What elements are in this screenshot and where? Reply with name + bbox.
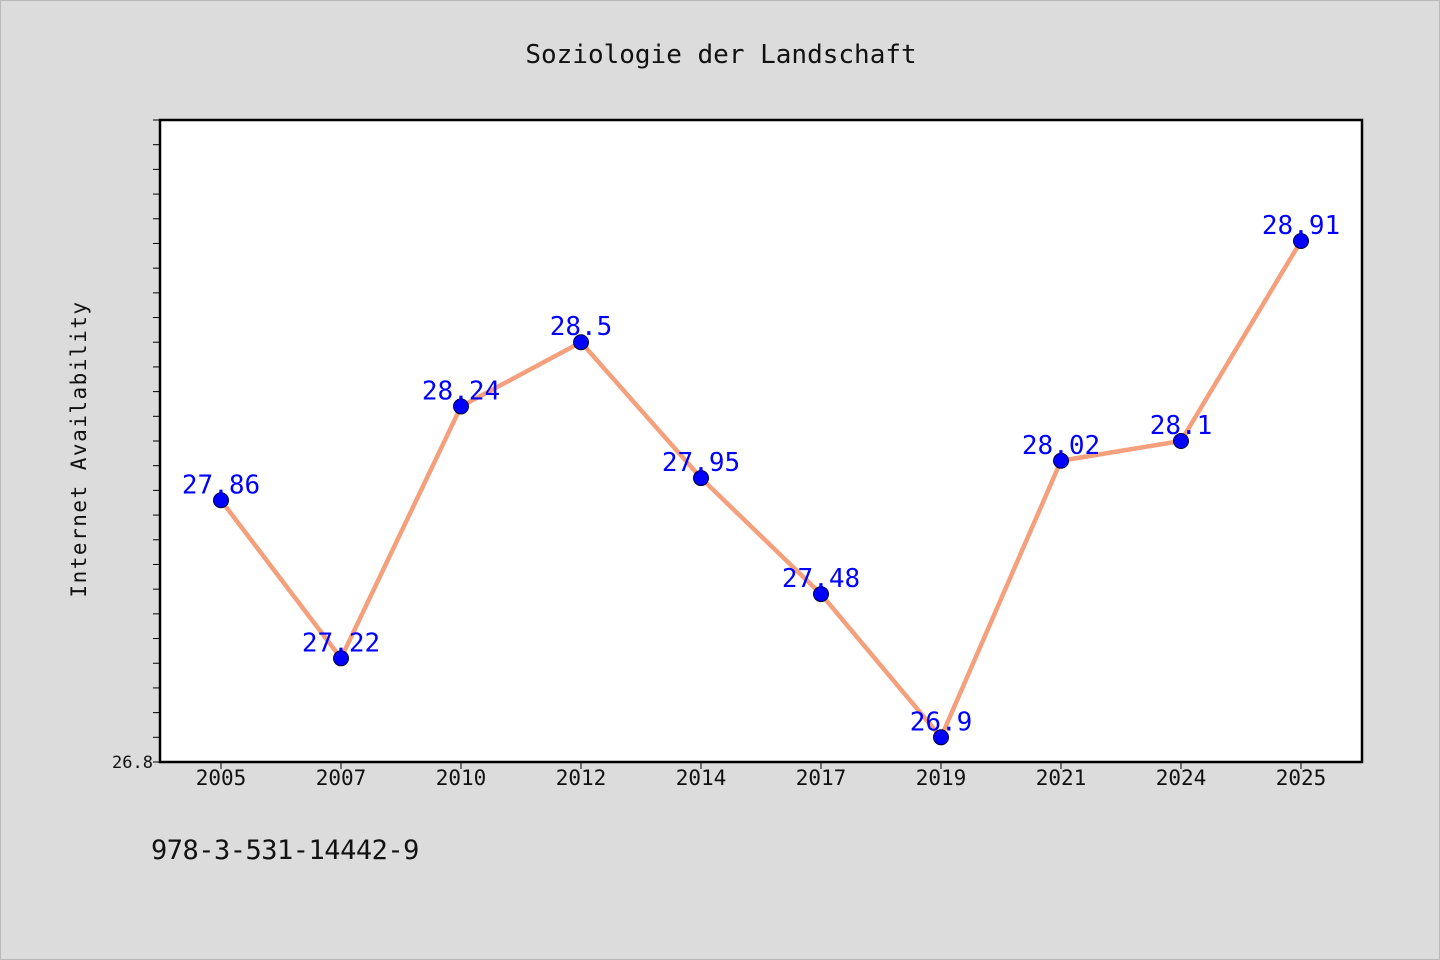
data-label: 27.48: [782, 564, 860, 594]
series-markers-group: [213, 232, 1309, 746]
x-tick-label: 2007: [316, 766, 367, 790]
x-tick-label: 2012: [556, 766, 607, 790]
data-point-marker: [573, 334, 589, 351]
data-label: 28.02: [1022, 431, 1100, 461]
x-tick-label: 2010: [436, 766, 487, 790]
data-label: 28.91: [1262, 211, 1340, 241]
data-label: 27.86: [182, 470, 260, 500]
data-label: 28.24: [422, 376, 500, 406]
x-tick-label: 2005: [196, 766, 247, 790]
series-line: [218, 238, 1304, 740]
x-axis-ticks: 2005 2007 2010 2012 2014 2017 2019 2021 2024 2025: [196, 762, 1327, 790]
chart-title: Soziologie der Landschaft: [525, 40, 916, 70]
y-axis-label: Internet Availability: [67, 300, 91, 597]
x-tick-label: 2024: [1156, 766, 1207, 790]
data-point-marker: [1293, 232, 1309, 249]
data-label: 27.95: [662, 448, 740, 478]
x-tick-label: 2025: [1276, 766, 1327, 790]
data-point-marker: [1173, 433, 1189, 449]
y-tick-label: 26.8: [112, 753, 153, 773]
series-line-group: [218, 238, 1304, 740]
data-labels-group: 27.86 27.22 28.24 28.5 27.95 27.48 26.9 28.02 28…: [182, 211, 1340, 737]
x-tick-label: 2014: [676, 766, 727, 790]
data-point-marker: [693, 470, 709, 487]
x-tick-label: 2019: [916, 766, 967, 790]
data-point-marker: [1053, 452, 1069, 469]
data-point-marker: [933, 729, 949, 746]
data-label: 28.1: [1150, 411, 1213, 441]
y-axis-ticks: [153, 119, 160, 763]
x-tick-label: 2021: [1036, 766, 1087, 790]
isbn-text: 978-3-531-14442-9: [151, 835, 419, 866]
data-label: 26.9: [910, 707, 973, 737]
data-point-marker: [813, 586, 829, 603]
data-point-marker: [213, 492, 229, 509]
data-label: 28.5: [550, 312, 613, 342]
data-point-marker: [333, 650, 349, 667]
plot-area: [158, 118, 1364, 764]
data-point-marker: [453, 398, 469, 415]
data-label: 27.22: [302, 628, 380, 658]
x-tick-label: 2017: [796, 766, 847, 790]
